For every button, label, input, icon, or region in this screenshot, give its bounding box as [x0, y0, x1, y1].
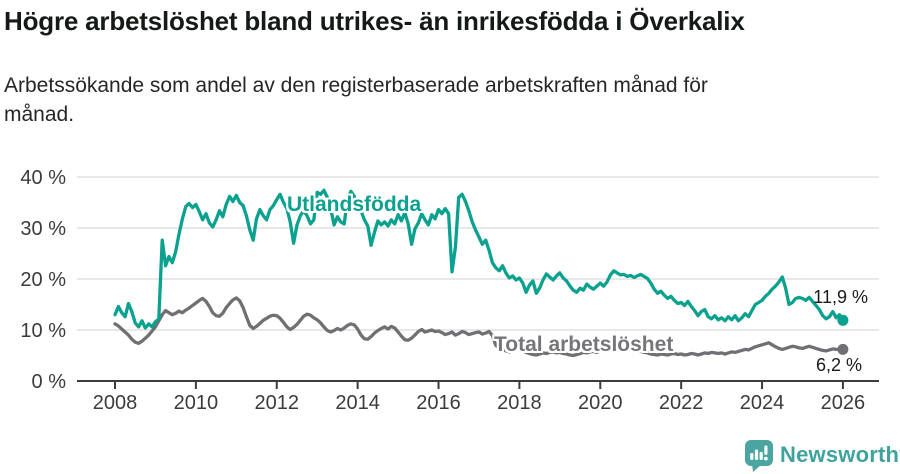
y-tick-label: 30 % [20, 218, 66, 240]
y-axis-labels: 0 % 10 % 20 % 30 % 40 % [20, 167, 66, 393]
utlandsfodda-line-endpoint [837, 314, 849, 326]
x-axis: 2008 2010 2012 2014 2016 2018 2020 2022 2024 2026 [93, 381, 865, 414]
data-lines [113, 188, 845, 358]
utlandsfodda-end-value: 11,9 % [813, 287, 868, 307]
series-label-utlandsfodda: Utlandsfödda [287, 193, 422, 216]
y-tick-label: 20 % [20, 269, 66, 291]
page-title: Högre arbetslöshet bland utrikes- än inr… [4, 6, 745, 36]
x-tick-label: 2018 [497, 392, 542, 414]
x-tick-label: 2008 [93, 392, 138, 414]
x-tick-label: 2026 [821, 392, 866, 414]
utlandsfodda-line [113, 188, 845, 330]
x-tick-label: 2014 [335, 392, 380, 414]
y-tick-label: 40 % [20, 167, 66, 189]
endpoint-dots [837, 314, 849, 355]
newsworthy-wordmark: Newsworthy [780, 442, 900, 467]
y-tick-label: 0 % [32, 371, 67, 393]
total-end-value: 6,2 % [815, 355, 862, 375]
series-label-total: Total arbetslöshet [494, 333, 674, 356]
newsworthy-logo: Newsworthy [745, 440, 900, 472]
x-tick-label: 2010 [174, 392, 219, 414]
total-line [113, 296, 845, 358]
x-tick-label: 2024 [740, 392, 785, 414]
gridlines [77, 176, 879, 382]
total-line-endpoint [837, 343, 849, 355]
newsworthy-icon [745, 440, 773, 472]
x-tick-label: 2012 [255, 392, 300, 414]
y-tick-label: 10 % [20, 320, 66, 342]
x-tick-label: 2022 [659, 392, 704, 414]
x-tick-label: 2020 [578, 392, 623, 414]
x-tick-label: 2016 [416, 392, 461, 414]
page-subtitle: Arbetssökande som andel av den registerb… [4, 74, 708, 126]
